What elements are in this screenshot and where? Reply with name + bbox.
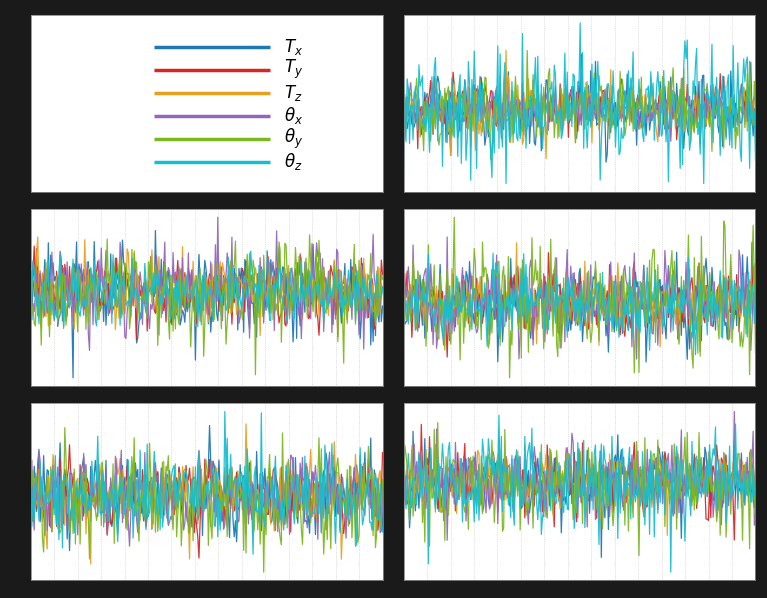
Text: $T_x$: $T_x$ bbox=[284, 36, 303, 57]
Text: $\theta_z$: $\theta_z$ bbox=[284, 151, 302, 172]
Text: $\theta_y$: $\theta_y$ bbox=[284, 126, 303, 151]
Text: $\theta_x$: $\theta_x$ bbox=[284, 105, 303, 126]
Text: $T_y$: $T_y$ bbox=[284, 58, 303, 81]
Text: $T_z$: $T_z$ bbox=[284, 83, 302, 103]
